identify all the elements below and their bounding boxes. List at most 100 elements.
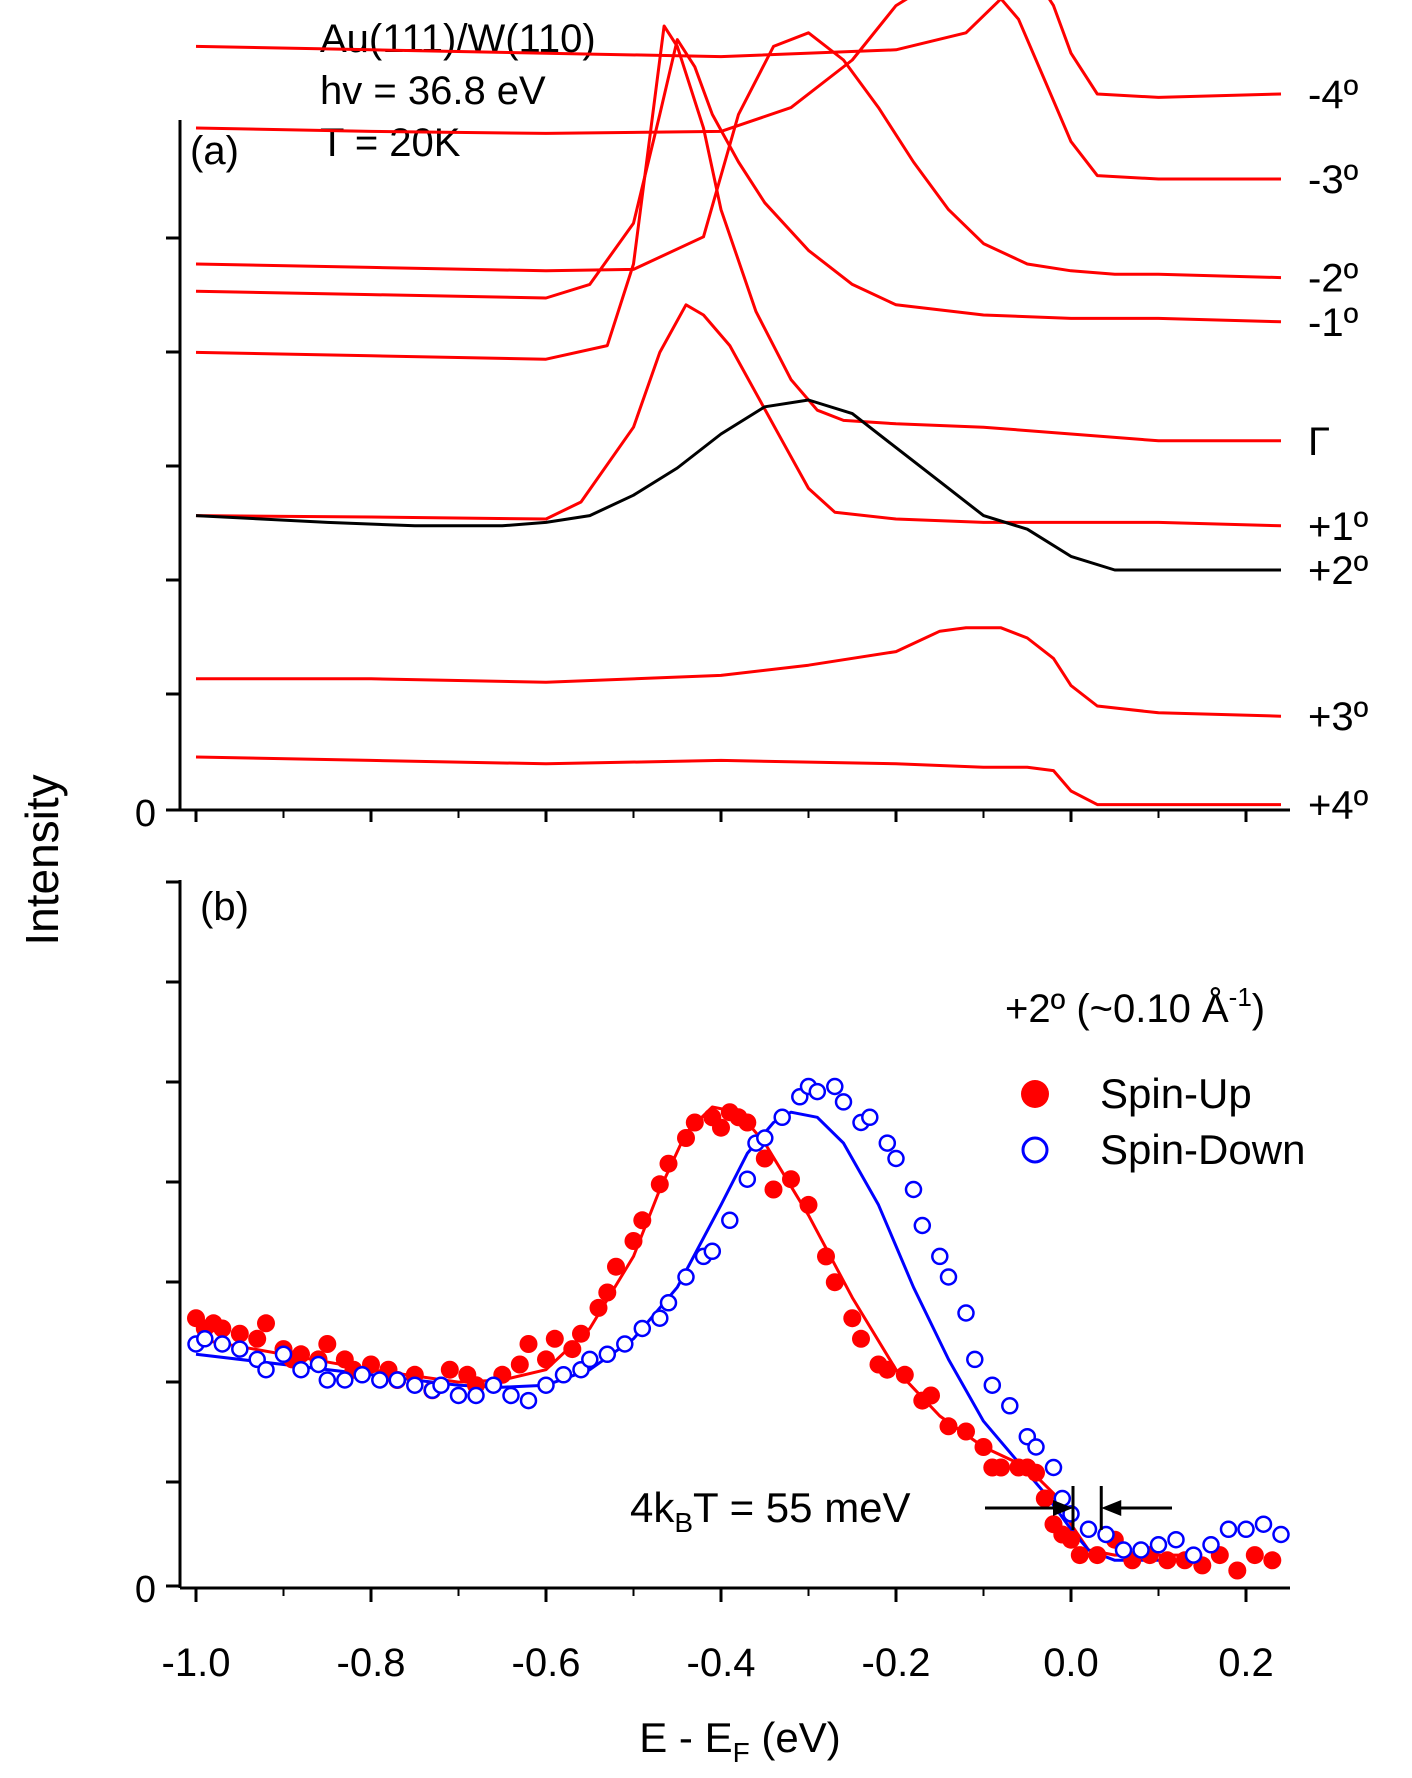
spin-up-point	[782, 1170, 800, 1189]
spin-up-point	[248, 1329, 267, 1348]
spin-down-point	[904, 1180, 923, 1199]
spin-up-point	[895, 1365, 914, 1384]
spin-down-point	[616, 1335, 634, 1353]
panel-a-title-line: T = 20K	[320, 121, 461, 165]
spin-down-point	[449, 1386, 468, 1405]
spin-down-point	[537, 1376, 555, 1394]
spin-up-point	[318, 1335, 337, 1353]
legend-spin-up-label: Spin-Up	[1100, 1070, 1252, 1117]
spin-down-point	[432, 1376, 450, 1394]
spin-up-point	[738, 1113, 757, 1132]
spin-down-point	[598, 1345, 617, 1364]
y-axis-label: Intensity	[16, 774, 68, 945]
spin-down-point	[721, 1211, 739, 1230]
spin-down-point	[834, 1093, 853, 1111]
spin-up-point	[755, 1149, 774, 1168]
trace-label: +2º	[1308, 549, 1369, 593]
spin-down-point	[336, 1371, 354, 1389]
spin-down-point	[826, 1077, 844, 1096]
spin-down-point	[309, 1355, 328, 1374]
spin-down-point	[633, 1319, 652, 1338]
spin-down-point	[467, 1386, 485, 1405]
panel-b-x-tick-label: -1.0	[162, 1641, 231, 1685]
trace-line	[195, 755, 1281, 807]
spin-up-point	[598, 1283, 617, 1302]
trace-line	[195, 303, 1282, 528]
spin-down-point	[353, 1366, 371, 1384]
spin-down-point	[257, 1360, 275, 1379]
spin-up-point	[1070, 1546, 1089, 1565]
spin-down-point	[292, 1360, 310, 1379]
spin-up-point	[764, 1180, 783, 1199]
trace-line	[195, 398, 1281, 572]
spin-up-point	[519, 1335, 538, 1353]
x-axis-label-unit: (eV)	[750, 1714, 841, 1761]
x-axis-label: E - EF (eV)	[639, 1714, 840, 1768]
annotation-arrow-left-head	[1053, 1500, 1073, 1516]
spin-up-point	[440, 1360, 459, 1379]
panel-a-title-line: hv = 36.8 eV	[320, 69, 546, 113]
spin-down-point	[738, 1170, 757, 1188]
trace-label: Γ	[1308, 420, 1330, 464]
annotation-suffix: T = 55 meV	[693, 1484, 911, 1531]
spin-down-point	[1079, 1520, 1098, 1539]
spin-down-point	[1097, 1525, 1115, 1544]
spin-down-point	[878, 1134, 897, 1152]
trace-label: -1º	[1308, 301, 1359, 345]
spin-down-point	[1184, 1546, 1203, 1564]
spin-up-point	[1245, 1546, 1264, 1565]
trace-line	[195, 24, 1281, 443]
panel-b-label: (b)	[200, 885, 249, 929]
annotation-text: 4kBT = 55 meV	[630, 1484, 911, 1538]
spin-down-point	[1132, 1541, 1150, 1559]
spin-up-point	[633, 1211, 652, 1230]
spin-up-point	[545, 1329, 564, 1348]
spin-up-point	[799, 1195, 818, 1214]
spin-down-point	[659, 1294, 678, 1312]
spin-up-point	[992, 1458, 1010, 1477]
spin-down-point	[957, 1304, 975, 1322]
panel-b-x-tick-label: 0.0	[1043, 1641, 1099, 1685]
panel-b-y-zero-label: 0	[135, 1569, 156, 1611]
spin-up-point	[685, 1113, 704, 1132]
spin-down-point	[406, 1376, 424, 1394]
spin-up-point	[292, 1345, 310, 1364]
spin-down-point	[773, 1108, 791, 1127]
x-axis-label-sub: F	[733, 1737, 750, 1768]
spin-up-point	[939, 1417, 958, 1436]
spin-up-point	[650, 1175, 669, 1194]
panel-b-x-tick-label: -0.4	[687, 1641, 756, 1685]
panel-a: 0(a)Au(111)/W(110)hv = 36.8 eVT = 20K-4º…	[135, 0, 1369, 835]
spin-down-point	[1044, 1458, 1063, 1477]
trace-line	[195, 0, 1281, 181]
trace-line	[196, 626, 1282, 718]
spin-down-point	[213, 1335, 232, 1353]
spin-up-point	[230, 1324, 249, 1343]
spin-up-point	[563, 1340, 582, 1359]
spin-down-point	[703, 1242, 722, 1261]
spin-up-point	[1263, 1551, 1282, 1570]
trace-label: +4º	[1308, 784, 1369, 828]
spin-down-point	[371, 1371, 389, 1389]
spin-down-point	[484, 1376, 503, 1394]
spin-up-point	[1088, 1546, 1107, 1565]
spin-down-point	[1149, 1536, 1168, 1554]
spin-up-point	[1035, 1489, 1054, 1508]
spin-down-point	[502, 1386, 520, 1405]
spin-down-point	[1272, 1525, 1290, 1544]
spin-down-point	[966, 1350, 984, 1369]
legend-title: +2º (~0.10 Å-1)	[1005, 982, 1265, 1031]
spin-down-point	[677, 1268, 695, 1286]
spin-up-point	[1158, 1551, 1177, 1570]
spin-up-point	[825, 1273, 844, 1292]
spin-up-point	[510, 1355, 529, 1374]
panel-b-x-tick-label: -0.8	[337, 1641, 406, 1685]
legend-title-main: +2º (~0.10 Å	[1005, 986, 1229, 1031]
trace-label: -3º	[1308, 158, 1359, 202]
spin-down-point	[756, 1129, 774, 1147]
spin-down-point	[318, 1371, 337, 1389]
spin-down-point	[913, 1216, 932, 1235]
spin-down-point	[231, 1340, 249, 1358]
spin-down-point	[1167, 1530, 1185, 1549]
spin-down-point	[1219, 1520, 1238, 1539]
